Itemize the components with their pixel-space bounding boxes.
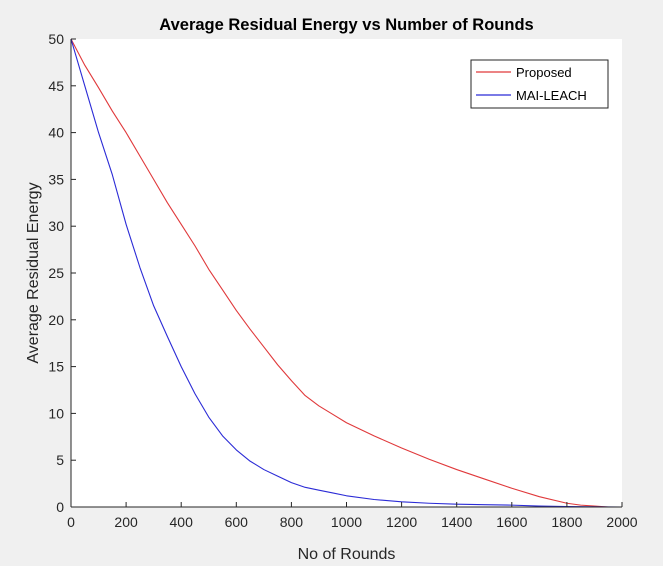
y-tick-label: 25 [48, 265, 64, 281]
y-axis-label: Average Residual Energy [25, 182, 42, 363]
x-tick-label: 0 [67, 514, 75, 530]
y-tick-label: 5 [56, 452, 64, 468]
plot-area [71, 39, 622, 507]
series-line-proposed [70, 38, 622, 508]
legend-box [470, 59, 609, 109]
x-tick-label: 1800 [551, 514, 582, 530]
x-tick-label: 400 [170, 514, 194, 530]
x-tick-label: 1000 [331, 514, 362, 530]
legend-label-proposed: Proposed [516, 65, 572, 80]
x-tick-label: 1400 [441, 514, 472, 530]
x-tick-label: 1600 [496, 514, 527, 530]
y-tick-label: 45 [48, 78, 64, 94]
ticks-layer: 0 200 400 600 800 1000 1200 1400 1600 1800 2000 0 5 1… [48, 31, 637, 530]
series-layer [70, 38, 623, 508]
x-tick-label: 1200 [386, 514, 417, 530]
y-tick-label: 35 [48, 171, 64, 187]
legend: Proposed MAI-LEACH [470, 59, 609, 109]
y-tick-label: 20 [48, 312, 64, 328]
y-tick-label: 0 [56, 499, 64, 515]
y-tick-label: 15 [48, 359, 64, 375]
x-tick-label: 2000 [606, 514, 637, 530]
y-tick-label: 40 [48, 125, 64, 141]
y-tick-label: 10 [48, 405, 64, 421]
x-axis-label: No of Rounds [298, 546, 396, 563]
legend-label-mai-leach: MAI-LEACH [516, 88, 587, 103]
x-tick-label: 200 [114, 514, 138, 530]
y-tick-label: 50 [48, 31, 64, 47]
x-tick-label: 600 [225, 514, 249, 530]
chart-title: Average Residual Energy vs Number of Rou… [159, 16, 533, 34]
y-tick-label: 30 [48, 218, 64, 234]
x-tick-label: 800 [280, 514, 304, 530]
series-line-mai-leach [70, 38, 623, 508]
